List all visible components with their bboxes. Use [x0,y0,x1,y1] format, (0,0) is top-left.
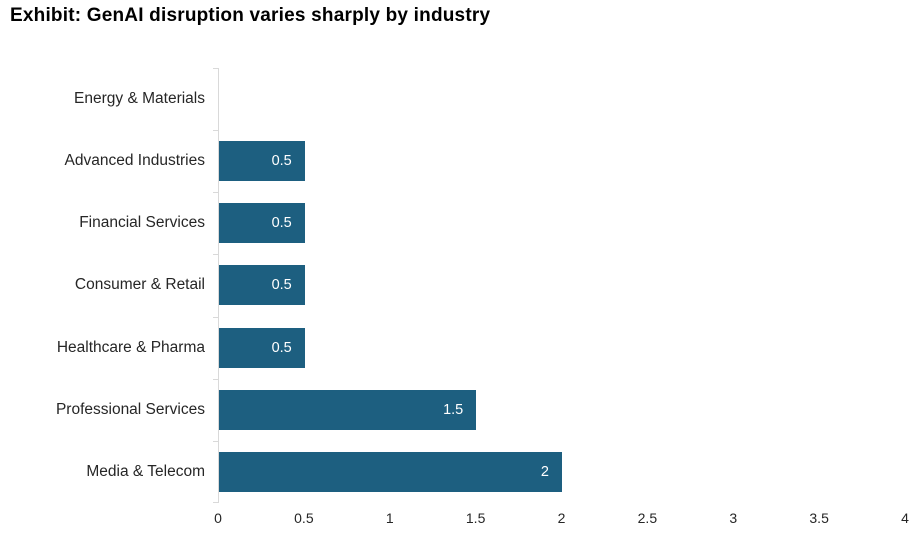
bar-track: 0.5 [219,203,905,244]
bar-value-label: 2 [540,463,549,480]
bar-track: 1.5 [219,389,905,430]
bar-value-label: 0.5 [271,277,292,294]
bar-track: 0.5 [219,265,905,306]
bar-value-label: 0.5 [271,339,292,356]
x-axis-tick-label: 3 [729,510,738,526]
category-label: Professional Services [55,400,205,418]
y-axis-tick [213,192,218,194]
x-axis-tick-label: 3.5 [809,510,829,526]
chart-row: Consumer & Retail 0.5 [0,254,905,316]
y-axis-tick [213,440,218,442]
chart-row: Advanced Industries 0.5 [0,130,905,192]
chart-row: Financial Services 0.5 [0,192,905,254]
y-axis-tick [213,68,218,69]
category-label: Advanced Industries [64,152,205,170]
chart-row: Healthcare & Pharma 0.5 [0,317,905,379]
y-axis-tick [213,254,218,256]
bar-value-label: 0.5 [271,153,292,170]
category-label: Consumer & Retail [74,276,205,294]
bar: 0.5 [219,265,305,306]
category-label: Media & Telecom [86,462,205,480]
category-label: Financial Services [79,214,205,232]
category-label: Healthcare & Pharma [56,338,205,356]
y-axis-tick [213,378,218,380]
bar: 2 [219,451,562,492]
chart-row: Media & Telecom 2 [0,441,905,503]
chart-row: Energy & Materials [0,68,905,130]
bar: 0.5 [219,327,305,368]
bar: 1.5 [219,389,477,430]
bar-chart: Energy & Materials Advanced Industries 0.5… [0,68,905,503]
bar: 0.5 [219,141,305,182]
x-axis-tick-label: 0.5 [294,510,314,526]
x-axis: 0 0.5 1 1.5 2 2.5 3 3.5 4 [214,510,909,532]
x-axis-tick-label: 4 [901,510,909,526]
bar-track: 2 [219,451,905,492]
x-axis-tick-label: 2 [557,510,566,526]
bar: 0.5 [219,203,305,244]
bar-track: 0.5 [219,141,905,182]
bar-track: 0.5 [219,327,905,368]
category-label: Energy & Materials [74,90,205,108]
chart-title: Exhibit: GenAI disruption varies sharply… [10,5,491,26]
x-axis-tick-label: 0 [214,510,222,526]
y-axis-tick [213,502,218,503]
chart-row: Professional Services 1.5 [0,379,905,441]
y-axis-tick [213,316,218,318]
bar-value-label: 0.5 [271,215,292,232]
x-axis-tick-label: 1.5 [465,510,486,526]
y-axis-tick [213,130,218,132]
x-axis-tick-label: 2.5 [637,510,658,526]
x-axis-tick-label: 1 [385,510,394,526]
bar-value-label: 1.5 [443,401,464,418]
bar-track [219,79,905,119]
y-axis-line [213,68,219,503]
